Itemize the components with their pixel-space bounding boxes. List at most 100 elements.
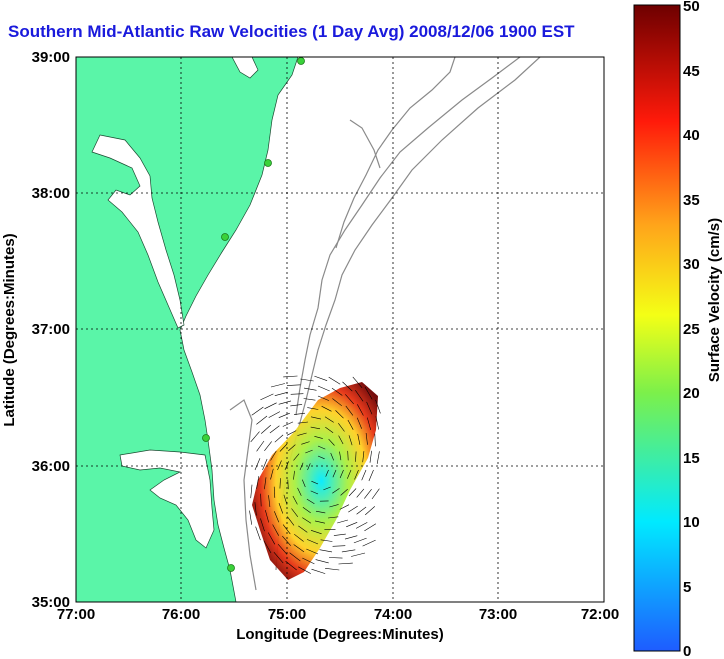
velocity-arrow — [262, 458, 268, 471]
x-tick-label: 73:00 — [479, 606, 517, 623]
velocity-arrow — [328, 376, 341, 385]
velocity-arrow — [282, 535, 291, 546]
velocity-arrow — [256, 476, 260, 489]
velocity-arrow — [361, 469, 367, 481]
velocity-arrow — [357, 404, 364, 416]
velocity-arrow — [357, 433, 361, 445]
velocity-arrow — [277, 460, 282, 471]
velocity-arrow — [293, 544, 305, 553]
velocity-arrow — [282, 421, 294, 427]
velocity-arrow — [256, 440, 265, 452]
velocity-arrow — [332, 545, 346, 547]
velocity-arrow — [291, 508, 299, 517]
title-clip: Southern Mid-Atlantic Raw Velocities (1 … — [0, 0, 630, 60]
velocity-arrow — [369, 450, 372, 463]
velocity-arrow — [286, 430, 297, 436]
velocity-arrow — [347, 450, 349, 461]
velocity-arrow — [339, 469, 344, 479]
velocity-arrow — [339, 504, 350, 510]
velocity-arrow — [329, 504, 339, 508]
velocity-arrow — [287, 479, 289, 490]
colorbar-tick-label: 45 — [683, 63, 700, 80]
velocity-arrow — [365, 506, 375, 516]
colorbar-tick-label: 40 — [683, 127, 700, 144]
station-marker — [221, 233, 229, 241]
velocity-arrow — [348, 435, 353, 446]
delaware-bay — [231, 57, 259, 79]
velocity-arrow — [323, 486, 331, 491]
velocity-arrow — [293, 470, 295, 480]
velocity-arrow — [320, 539, 333, 542]
velocity-arrow — [260, 518, 265, 532]
velocity-arrow — [269, 425, 280, 434]
velocity-arrow — [302, 557, 315, 565]
velocity-arrow — [249, 510, 252, 525]
velocity-arrow — [354, 469, 359, 480]
velocity-arrow — [279, 478, 281, 489]
velocity-arrow — [314, 375, 328, 381]
velocity-arrow — [306, 539, 319, 545]
velocity-arrow — [355, 451, 357, 462]
velocity-arrow — [332, 469, 337, 478]
velocity-arrow — [298, 525, 308, 533]
velocity-arrow — [302, 479, 306, 488]
velocity-arrow — [264, 477, 267, 490]
velocity-arrow — [315, 510, 326, 514]
velocity-arrow — [297, 487, 302, 496]
velocity-arrow — [314, 436, 323, 439]
velocity-arrow — [328, 438, 335, 446]
velocity-arrow — [328, 557, 343, 559]
y-tick-label: 37:00 — [32, 321, 70, 338]
velocity-arrow — [297, 421, 309, 424]
velocity-arrow — [270, 468, 274, 480]
y-axis-label: Latitude (Degrees:Minutes) — [1, 233, 18, 426]
x-axis-ticks: 77:00 76:00 75:00 74:00 73:00 72:00 — [57, 606, 619, 623]
velocity-field — [252, 382, 378, 580]
map-title: Southern Mid-Atlantic Raw Velocities (1 … — [8, 22, 575, 41]
colorbar — [633, 4, 681, 652]
y-tick-label: 36:00 — [32, 458, 70, 475]
velocity-arrow — [348, 505, 358, 513]
velocity-arrow — [274, 434, 284, 443]
velocity-arrow — [294, 533, 304, 542]
velocity-arrow — [290, 393, 304, 395]
velocity-arrow — [356, 506, 367, 515]
velocity-arrow — [256, 415, 268, 425]
velocity-arrow — [364, 523, 377, 532]
velocity-arrow — [264, 441, 272, 451]
velocity-arrow — [283, 494, 288, 505]
velocity-arrow — [319, 549, 333, 553]
velocity-arrow — [344, 535, 358, 540]
velocity-arrow — [290, 404, 303, 407]
velocity-arrow — [317, 445, 326, 450]
velocity-arrow — [261, 424, 271, 434]
velocity-arrow — [298, 566, 311, 574]
velocity-arrow — [315, 559, 329, 564]
velocity-arrow — [347, 469, 352, 479]
velocity-arrow — [345, 405, 354, 416]
velocity-arrow — [331, 387, 343, 396]
velocity-arrow — [307, 407, 319, 410]
velocity-arrow — [347, 419, 354, 430]
velocity-arrow — [272, 524, 279, 536]
velocity-arrow — [346, 522, 358, 528]
velocity-arrow — [321, 405, 332, 412]
velocity-arrow — [250, 431, 260, 443]
velocity-arrow — [282, 524, 291, 535]
velocity-arrow — [374, 433, 376, 447]
velocity-arrow — [352, 376, 363, 388]
colorbar-tick-label: 5 — [683, 579, 691, 596]
velocity-arrow — [260, 493, 262, 507]
velocity-arrow — [367, 417, 371, 430]
velocity-arrow — [260, 393, 274, 401]
velocity-arrow — [268, 411, 281, 418]
velocity-arrow — [351, 552, 366, 557]
velocity-arrow — [341, 549, 356, 553]
velocity-arrow — [279, 443, 288, 452]
grid-lines — [76, 57, 604, 602]
station-marker — [227, 564, 235, 572]
x-tick-label: 75:00 — [268, 606, 306, 623]
velocity-arrow — [311, 480, 319, 485]
velocity-arrow — [264, 402, 277, 410]
